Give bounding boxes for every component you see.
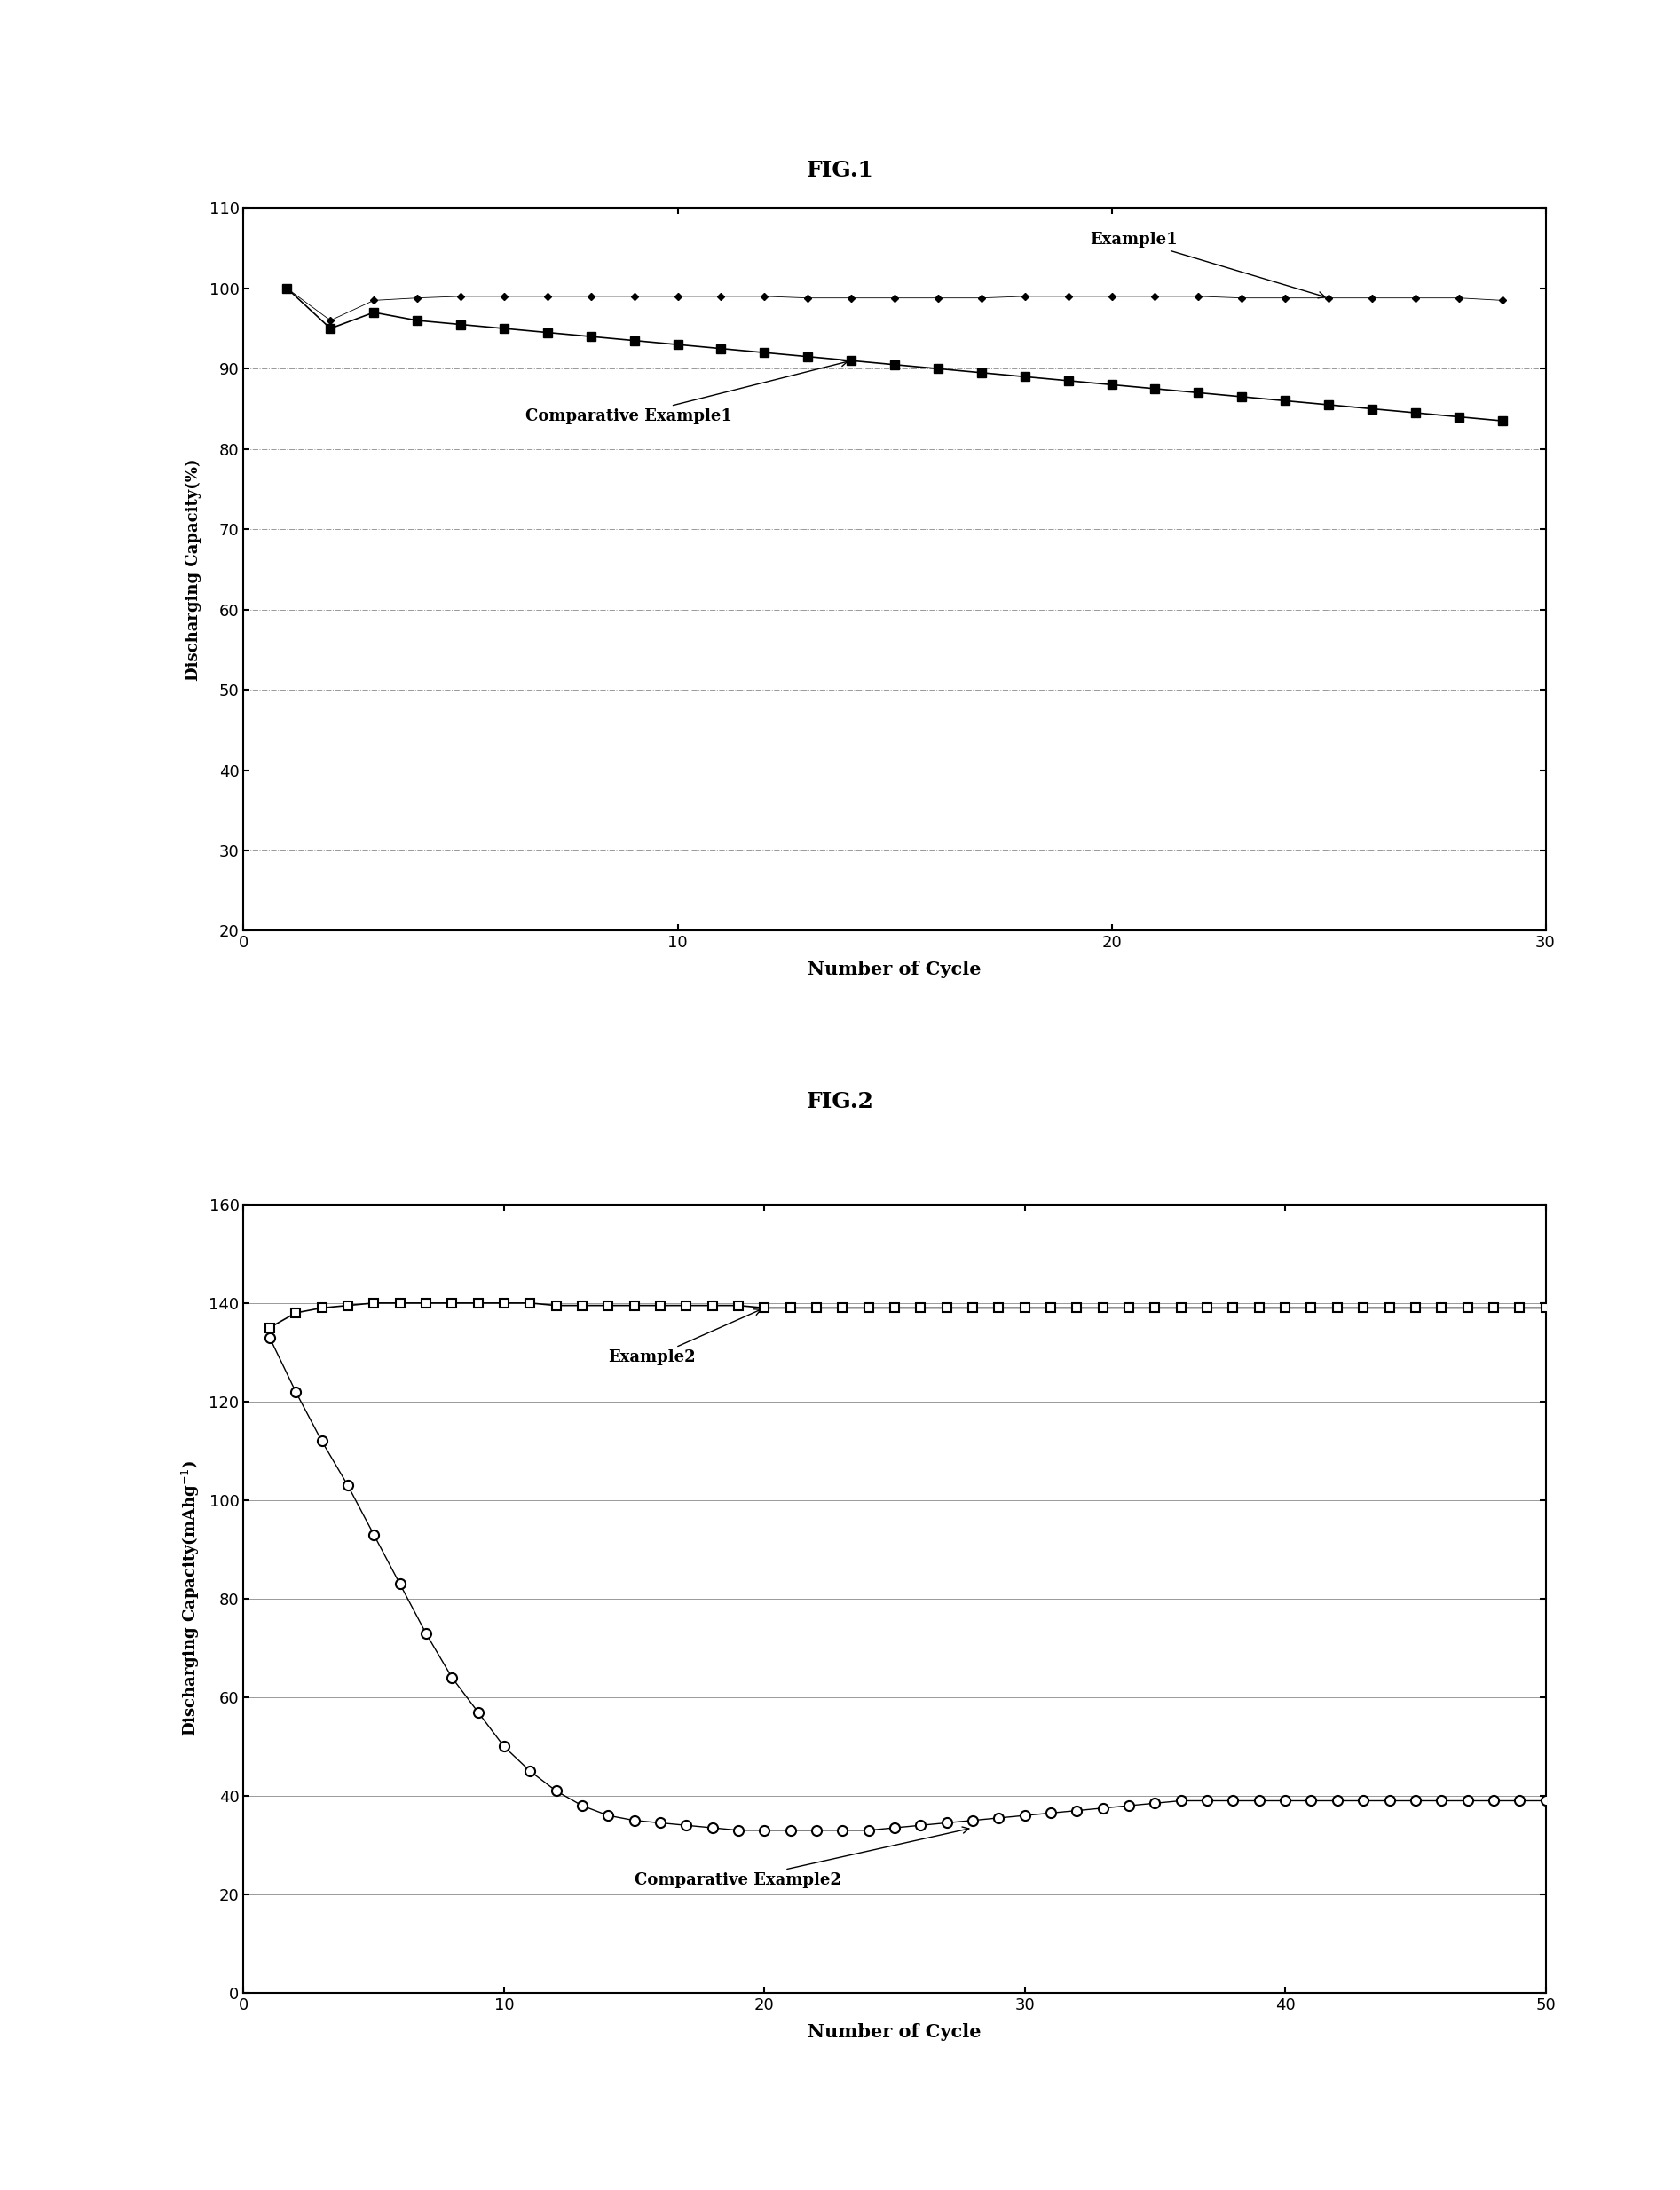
Text: FIG.2: FIG.2 [806,1091,874,1113]
Text: FIG.1: FIG.1 [806,160,874,182]
Y-axis label: Discharging Capacity(%): Discharging Capacity(%) [185,458,202,681]
Text: Example2: Example2 [608,1310,761,1367]
Text: Comparative Example1: Comparative Example1 [526,359,847,425]
Text: Comparative Example2: Comparative Example2 [635,1826,969,1888]
Y-axis label: Discharging Capacity(mAhg$^{-1}$): Discharging Capacity(mAhg$^{-1}$) [180,1461,202,1737]
X-axis label: Number of Cycle: Number of Cycle [808,2024,981,2041]
Text: Example1: Example1 [1090,232,1326,298]
X-axis label: Number of Cycle: Number of Cycle [808,961,981,979]
